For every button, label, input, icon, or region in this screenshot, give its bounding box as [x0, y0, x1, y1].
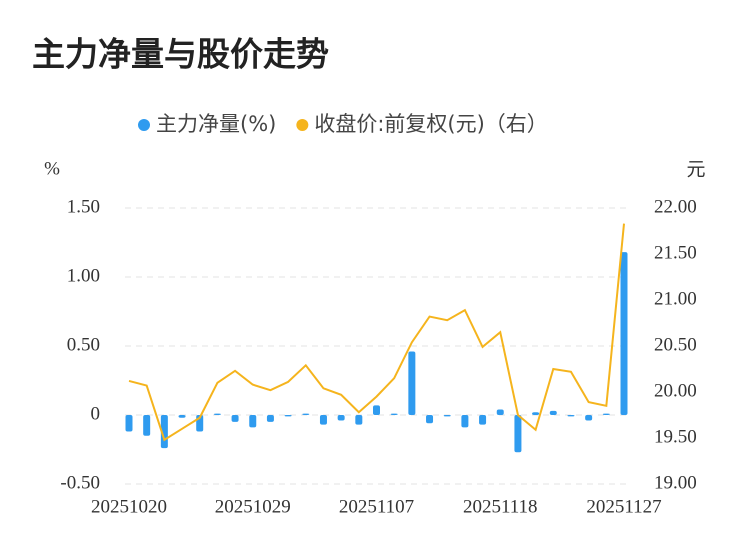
- bar: [319, 415, 327, 425]
- bar: [355, 415, 363, 425]
- bar: [549, 410, 557, 415]
- chart-title: 主力净量与股价走势: [32, 35, 329, 74]
- x-tick-label: 20251020: [91, 496, 167, 517]
- y2-tick-label: 21.50: [654, 242, 697, 263]
- bar: [620, 252, 628, 415]
- bar: [284, 415, 292, 417]
- bar: [585, 415, 593, 421]
- x-tick-label: 20251127: [586, 496, 661, 517]
- y-tick-label: 0.50: [67, 334, 100, 355]
- y-tick-label: 1.00: [67, 265, 100, 286]
- bar: [266, 415, 274, 422]
- bar: [602, 413, 610, 415]
- price-line: [128, 223, 625, 442]
- bar: [125, 415, 133, 432]
- bar: [249, 415, 257, 428]
- bar: [496, 409, 504, 415]
- x-tick-label: 20251118: [463, 496, 538, 517]
- bar: [514, 415, 522, 453]
- bar: [479, 415, 487, 425]
- y2-tick-label: 20.50: [654, 334, 697, 355]
- bar: [461, 415, 469, 428]
- bar: [213, 413, 221, 415]
- y2-axis-label: 元: [686, 159, 705, 181]
- y2-tick-label: 19.50: [654, 426, 697, 447]
- bar: [337, 415, 345, 421]
- legend-marker: [296, 119, 309, 131]
- x-tick-label: 20251107: [339, 496, 414, 517]
- bar: [390, 413, 398, 415]
- y2-tick-label: 22.00: [654, 196, 697, 217]
- y-tick-label: -0.50: [60, 472, 100, 493]
- bar: [567, 415, 575, 417]
- bar: [532, 412, 540, 415]
- bar: [143, 415, 151, 436]
- bar: [426, 415, 434, 424]
- x-tick-label: 20251029: [215, 496, 291, 517]
- bar: [302, 413, 310, 415]
- bar: [178, 415, 186, 418]
- y2-tick-label: 21.00: [654, 288, 697, 309]
- y2-tick-label: 20.00: [654, 380, 697, 401]
- y2-tick-label: 19.00: [654, 472, 697, 493]
- bar: [443, 415, 451, 417]
- y-tick-label: 1.50: [67, 196, 100, 217]
- y-tick-label: 0: [91, 403, 101, 424]
- legend-label: 主力净量(%): [156, 112, 276, 136]
- bar: [408, 351, 416, 415]
- bar: [373, 405, 380, 415]
- y-axis-label: %: [44, 158, 60, 179]
- legend-marker: [138, 119, 150, 131]
- legend-label: 收盘价:前复权(元)（右）: [314, 112, 547, 136]
- bar: [231, 415, 239, 422]
